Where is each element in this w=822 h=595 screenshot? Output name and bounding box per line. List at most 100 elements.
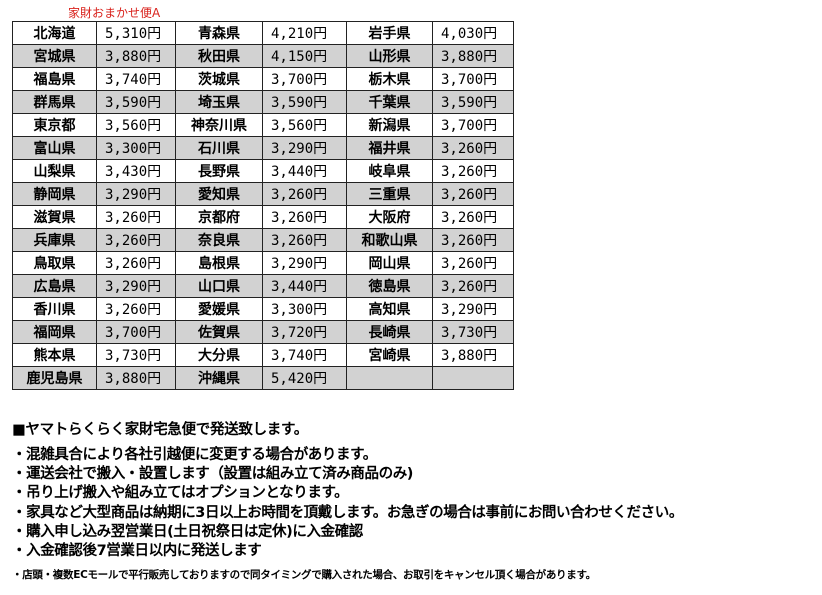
price-cell: 3,260円 [96,251,176,275]
table-row: 福岡県 3,700円 佐賀県 3,720円 長崎県 3,730円 [12,320,514,344]
price-cell: 3,260円 [432,205,514,229]
note-line: ・家具など大型商品は納期に3日以上お時間を頂戴します。お急ぎの場合は事前にお問い… [12,504,683,521]
prefecture-cell: 愛媛県 [175,297,263,321]
prefecture-cell: 石川県 [175,136,263,160]
prefecture-cell: 奈良県 [175,228,263,252]
price-cell: 3,290円 [262,136,347,160]
price-cell: 3,440円 [262,159,347,183]
price-cell: 3,290円 [432,297,514,321]
prefecture-cell: 沖縄県 [175,366,263,390]
price-cell: 3,300円 [262,297,347,321]
prefecture-cell: 岡山県 [346,251,433,275]
notes-heading: ■ヤマトらくらく家財宅急便で発送致します。 [12,422,308,438]
price-cell: 3,290円 [96,274,176,298]
price-cell: 3,720円 [262,320,347,344]
prefecture-cell: 北海道 [12,21,97,45]
prefecture-cell: 長野県 [175,159,263,183]
prefecture-cell: 山形県 [346,44,433,68]
price-cell: 3,260円 [96,205,176,229]
prefecture-cell: 新潟県 [346,113,433,137]
price-cell: 3,290円 [262,251,347,275]
prefecture-cell: 鳥取県 [12,251,97,275]
prefecture-cell: 京都府 [175,205,263,229]
prefecture-cell: 岐阜県 [346,159,433,183]
shipping-notes: ■ヤマトらくらく家財宅急便で発送致します。 ・混雑具合により各社引越便に変更する… [12,418,683,582]
prefecture-cell: 佐賀県 [175,320,263,344]
prefecture-cell: 静岡県 [12,182,97,206]
price-cell: 3,560円 [262,113,347,137]
prefecture-cell: 福岡県 [12,320,97,344]
price-cell: 3,290円 [96,182,176,206]
prefecture-cell: 青森県 [175,21,263,45]
table-row: 宮城県 3,880円 秋田県 4,150円 山形県 3,880円 [12,44,514,68]
price-cell: 3,260円 [432,251,514,275]
table-row: 山梨県 3,430円 長野県 3,440円 岐阜県 3,260円 [12,159,514,183]
prefecture-cell: 広島県 [12,274,97,298]
prefecture-cell: 宮城県 [12,44,97,68]
price-cell: 3,590円 [96,90,176,114]
price-cell: 3,740円 [96,67,176,91]
price-cell: 4,210円 [262,21,347,45]
table-row: 群馬県 3,590円 埼玉県 3,590円 千葉県 3,590円 [12,90,514,114]
prefecture-cell: 大阪府 [346,205,433,229]
prefecture-cell: 兵庫県 [12,228,97,252]
prefecture-cell: 栃木県 [346,67,433,91]
price-cell: 3,700円 [262,67,347,91]
table-row: 北海道 5,310円 青森県 4,210円 岩手県 4,030円 [12,21,514,45]
table-row: 東京都 3,560円 神奈川県 3,560円 新潟県 3,700円 [12,113,514,137]
price-cell: 3,700円 [432,67,514,91]
price-cell: 3,560円 [96,113,176,137]
price-cell: 3,880円 [432,343,514,367]
price-cell: 3,260円 [432,228,514,252]
prefecture-cell: 徳島県 [346,274,433,298]
price-cell: 3,260円 [432,182,514,206]
note-line: ・購入申し込み翌営業日(土日祝祭日は定休)に入金確認 [12,523,363,540]
prefecture-cell: 東京都 [12,113,97,137]
prefecture-cell: 埼玉県 [175,90,263,114]
note-line: ・混雑具合により各社引越便に変更する場合があります。 [12,447,377,463]
prefecture-cell: 島根県 [175,251,263,275]
shipping-rate-table: 北海道 5,310円 青森県 4,210円 岩手県 4,030円 宮城県 3,880円 秋田県 4… [12,21,514,390]
price-cell: 3,260円 [262,228,347,252]
price-cell: 3,260円 [262,182,347,206]
table-row: 鳥取県 3,260円 島根県 3,290円 岡山県 3,260円 [12,251,514,275]
price-cell: 5,310円 [96,21,176,45]
prefecture-cell: 群馬県 [12,90,97,114]
table-row: 静岡県 3,290円 愛知県 3,260円 三重県 3,260円 [12,182,514,206]
prefecture-cell: 富山県 [12,136,97,160]
prefecture-cell: 茨城県 [175,67,263,91]
price-cell: 3,430円 [96,159,176,183]
table-row: 福島県 3,740円 茨城県 3,700円 栃木県 3,700円 [12,67,514,91]
prefecture-cell: 愛知県 [175,182,263,206]
prefecture-cell: 鹿児島県 [12,366,97,390]
table-row: 熊本県 3,730円 大分県 3,740円 宮崎県 3,880円 [12,343,514,367]
price-cell: 3,440円 [262,274,347,298]
price-cell: 3,300円 [96,136,176,160]
table-row: 滋賀県 3,260円 京都府 3,260円 大阪府 3,260円 [12,205,514,229]
prefecture-cell: 福島県 [12,67,97,91]
table-row: 香川県 3,260円 愛媛県 3,300円 高知県 3,290円 [12,297,514,321]
note-line: ・運送会社で搬入・設置します（設置は組み立て済み商品のみ) [12,466,414,483]
prefecture-cell [346,366,433,390]
prefecture-cell: 山口県 [175,274,263,298]
prefecture-cell: 山梨県 [12,159,97,183]
price-cell: 3,880円 [432,44,514,68]
price-cell: 3,260円 [432,159,514,183]
prefecture-cell: 滋賀県 [12,205,97,229]
price-cell [432,366,514,390]
price-cell: 4,030円 [432,21,514,45]
price-cell: 3,730円 [432,320,514,344]
prefecture-cell: 長崎県 [346,320,433,344]
table-row: 広島県 3,290円 山口県 3,440円 徳島県 3,260円 [12,274,514,298]
prefecture-cell: 三重県 [346,182,433,206]
price-cell: 3,740円 [262,343,347,367]
prefecture-cell: 大分県 [175,343,263,367]
table-row: 鹿児島県 3,880円 沖縄県 5,420円 [12,366,514,390]
prefecture-cell: 岩手県 [346,21,433,45]
note-line: ・入金確認後7営業日以内に発送します [12,543,262,560]
price-cell: 3,700円 [432,113,514,137]
prefecture-cell: 秋田県 [175,44,263,68]
prefecture-cell: 高知県 [346,297,433,321]
prefecture-cell: 千葉県 [346,90,433,114]
notes-small-print: ・店頭・複数ECモールで平行販売しておりますので同タイミングで購入された場合、お… [12,569,596,582]
